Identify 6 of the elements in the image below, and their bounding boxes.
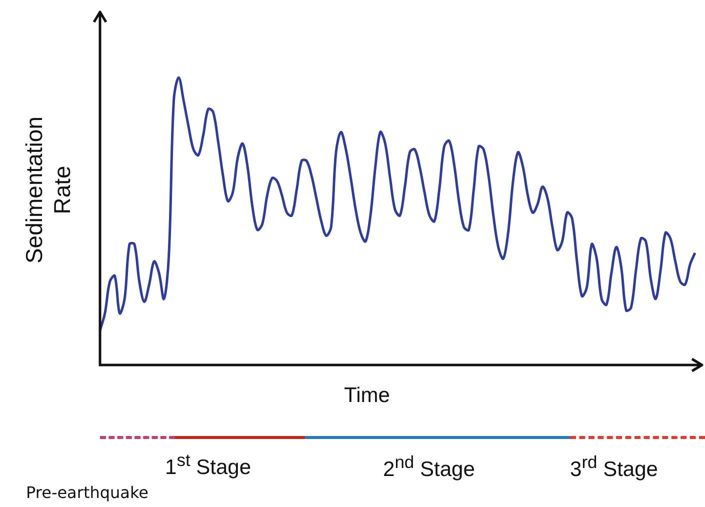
text: 3$^{rd}$ Stage [570,452,658,482]
y-axis-title: Sedimentation Rate [20,115,76,266]
text: 1$^{st}$ Stage [165,450,252,480]
text: Pre-earthquake [26,483,148,502]
x-axis-title: Time [343,384,391,408]
text: 2$^{nd}$ Stage [383,452,475,482]
